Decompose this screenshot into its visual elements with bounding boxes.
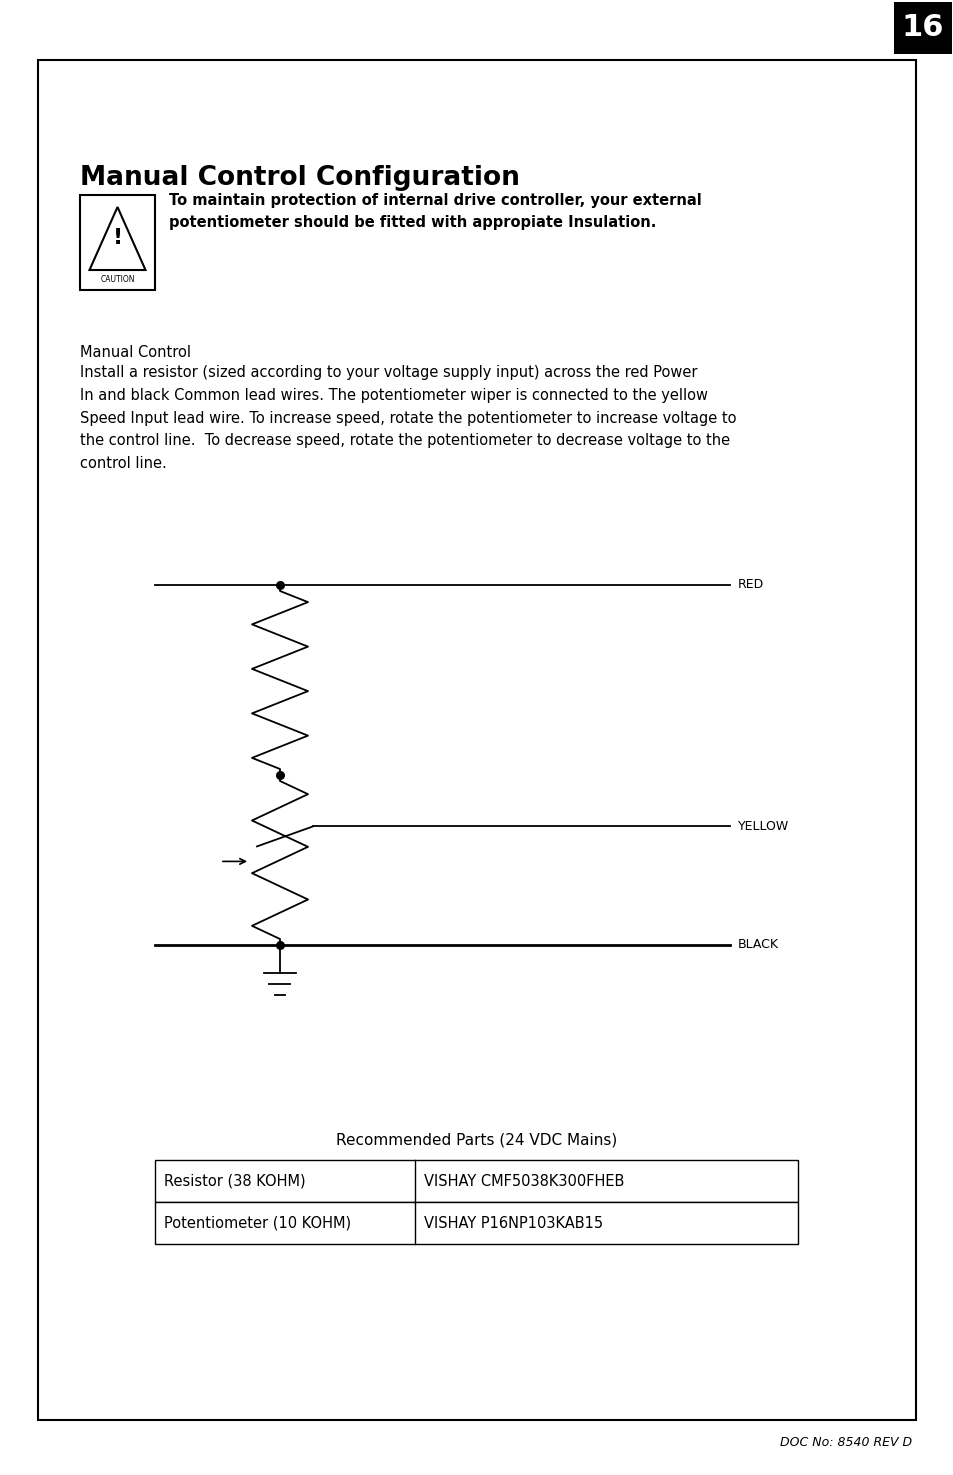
Text: BLACK: BLACK	[738, 938, 779, 951]
Text: VISHAY CMF5038K300FHEB: VISHAY CMF5038K300FHEB	[423, 1174, 623, 1189]
FancyBboxPatch shape	[893, 1, 951, 55]
Text: 16: 16	[901, 13, 943, 43]
Text: Potentiometer (10 KOHM): Potentiometer (10 KOHM)	[164, 1215, 351, 1230]
Text: DOC No: 8540 REV D: DOC No: 8540 REV D	[779, 1437, 911, 1450]
FancyBboxPatch shape	[80, 195, 154, 291]
Text: Recommended Parts (24 VDC Mains): Recommended Parts (24 VDC Mains)	[336, 1133, 617, 1148]
FancyBboxPatch shape	[38, 60, 915, 1420]
Text: To maintain protection of internal drive controller, your external
potentiometer: To maintain protection of internal drive…	[169, 193, 701, 230]
Text: Manual Control Configuration: Manual Control Configuration	[80, 165, 519, 190]
Text: Manual Control: Manual Control	[80, 345, 191, 360]
Text: !: !	[112, 229, 122, 248]
Text: CAUTION: CAUTION	[100, 274, 134, 285]
Text: RED: RED	[738, 578, 763, 591]
Text: VISHAY P16NP103KAB15: VISHAY P16NP103KAB15	[423, 1215, 602, 1230]
Text: YELLOW: YELLOW	[738, 820, 788, 833]
Polygon shape	[154, 1159, 797, 1202]
Polygon shape	[154, 1202, 797, 1243]
Text: Install a resistor (sized according to your voltage supply input) across the red: Install a resistor (sized according to y…	[80, 364, 736, 471]
Text: Resistor (38 KOHM): Resistor (38 KOHM)	[164, 1174, 305, 1189]
